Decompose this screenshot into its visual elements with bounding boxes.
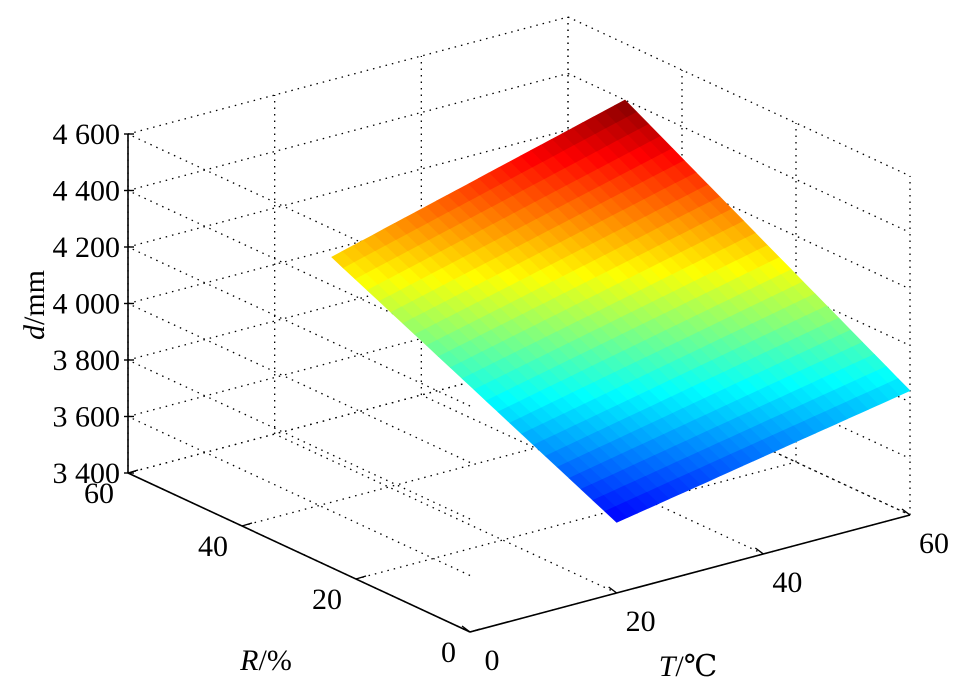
grid-line-left-z bbox=[127, 302, 471, 464]
grid-line-left-z bbox=[127, 359, 471, 520]
r-tick-label: 40 bbox=[198, 530, 228, 563]
grid-line-side-z bbox=[567, 129, 911, 290]
z-tick-label: 3 800 bbox=[53, 344, 121, 377]
z-axis-title: d/mm bbox=[18, 270, 51, 340]
t-axis-line bbox=[469, 514, 911, 633]
grid-line-left-z bbox=[127, 189, 471, 351]
z-tick-label: 3 400 bbox=[53, 457, 121, 490]
grid-line-left-z bbox=[127, 246, 471, 407]
z-tick-label: 4 600 bbox=[53, 118, 121, 151]
r-axis-line bbox=[127, 472, 471, 633]
r-tick-mark bbox=[355, 575, 367, 580]
t-tick-label: 0 bbox=[485, 644, 500, 677]
y-axis-title: R/% bbox=[239, 644, 292, 677]
grid-line-left-z bbox=[127, 415, 471, 577]
grid-line-back-z bbox=[127, 16, 569, 135]
tick-layer: 3 400 3 600 3 800 4 000 4 200 4 400 4 600 0 20 40… bbox=[53, 118, 950, 677]
z-tick-label: 4 400 bbox=[53, 175, 121, 208]
grid-line-left-z bbox=[127, 133, 471, 294]
t-tick-label: 60 bbox=[919, 527, 949, 560]
grid-line-floor-r bbox=[241, 408, 683, 527]
t-tick-mark bbox=[754, 547, 764, 555]
t-tick-mark bbox=[461, 625, 471, 633]
t-tick-label: 40 bbox=[772, 566, 802, 599]
grid-line-back-z bbox=[127, 242, 569, 361]
x-axis-title: T/℃ bbox=[659, 650, 718, 683]
surface-layer bbox=[331, 99, 911, 523]
t-tick-mark bbox=[608, 586, 618, 594]
r-tick-label: 0 bbox=[441, 636, 456, 669]
grid-line-back-z bbox=[127, 129, 569, 248]
grid-line-back-z bbox=[127, 72, 569, 192]
r-tick-label: 60 bbox=[84, 477, 114, 510]
surface-patch bbox=[604, 506, 628, 523]
grid-line-back-z bbox=[127, 185, 569, 305]
r-tick-mark bbox=[241, 522, 253, 527]
r-tick-mark bbox=[127, 469, 139, 474]
grid-line-floor-r bbox=[355, 461, 797, 580]
z-tick-label: 3 600 bbox=[53, 401, 121, 434]
z-tick-label: 4 200 bbox=[53, 231, 121, 264]
grid-line-side-z bbox=[567, 72, 911, 234]
t-tick-label: 20 bbox=[626, 605, 656, 638]
t-tick-mark bbox=[901, 508, 911, 516]
z-tick-label: 4 000 bbox=[53, 288, 121, 321]
r-tick-mark bbox=[469, 628, 481, 633]
grid-line-floor-t bbox=[274, 433, 617, 594]
grid-line-back-z bbox=[127, 298, 569, 418]
r-tick-label: 20 bbox=[312, 583, 342, 616]
grid-line-side-z bbox=[567, 16, 911, 177]
grid-line-floor-r bbox=[127, 355, 569, 474]
